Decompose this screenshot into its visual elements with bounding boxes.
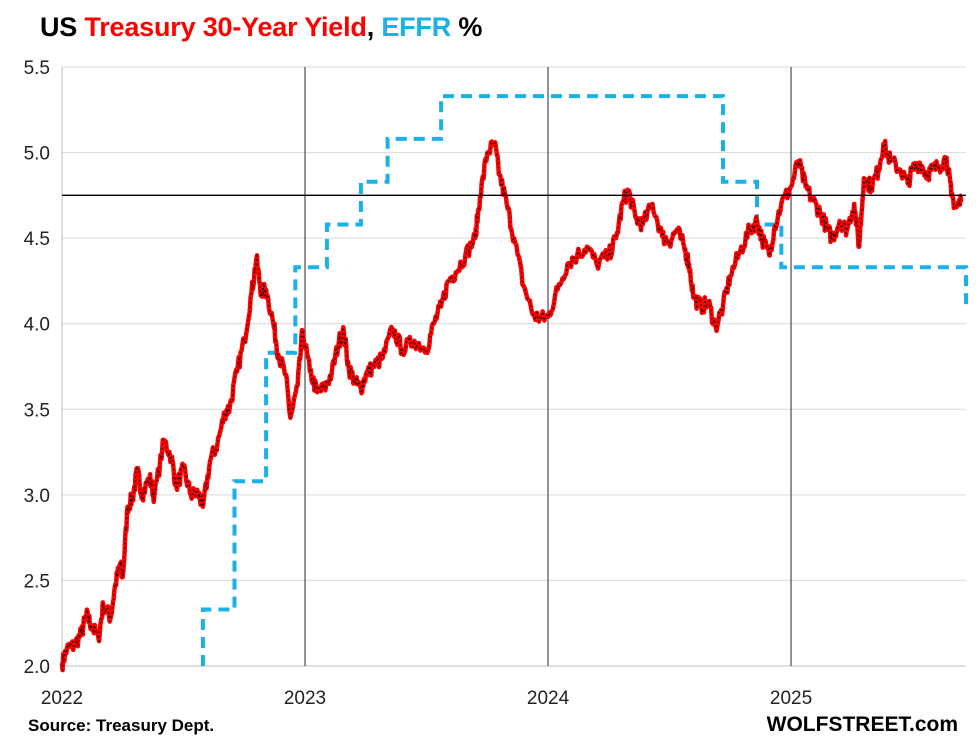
title-percent: % xyxy=(451,12,483,42)
x-tick-label: 2022 xyxy=(41,688,83,709)
y-tick-label: 4.5 xyxy=(24,229,50,250)
brand-watermark: WOLFSTREET.com xyxy=(766,713,958,736)
year-lines-layer xyxy=(304,67,792,666)
title-effr: EFFR xyxy=(381,12,452,42)
x-tick-label: 2025 xyxy=(770,688,812,709)
series-layer xyxy=(59,94,968,673)
y-tick-labels: 2.0 2.5 3.0 3.5 4.0 4.5 5.0 5.5 xyxy=(24,58,50,678)
x-tick-labels: 2022 2023 2024 2025 xyxy=(41,688,812,709)
yield-series-line xyxy=(59,138,964,673)
y-tick-label: 2.5 xyxy=(24,571,50,592)
effr-series-line xyxy=(200,94,968,666)
source-note: Source: Treasury Dept. xyxy=(28,716,215,735)
y-tick-label: 5.5 xyxy=(24,58,50,79)
x-tick-label: 2024 xyxy=(527,688,570,709)
y-tick-label: 3.0 xyxy=(24,486,50,507)
y-tick-label: 2.0 xyxy=(24,657,50,678)
grid-layer xyxy=(61,66,966,667)
x-tick-label: 2023 xyxy=(284,688,326,709)
y-tick-label: 3.5 xyxy=(24,400,50,421)
y-tick-label: 4.0 xyxy=(24,315,50,336)
title-comma: , xyxy=(366,12,382,42)
title-us: US xyxy=(40,12,85,42)
yield-series-dots xyxy=(61,140,962,671)
chart-title: US Treasury 30-Year Yield, EFFR % xyxy=(40,12,482,43)
title-yield: Treasury 30-Year Yield xyxy=(84,12,367,42)
y-tick-label: 5.0 xyxy=(24,144,50,165)
